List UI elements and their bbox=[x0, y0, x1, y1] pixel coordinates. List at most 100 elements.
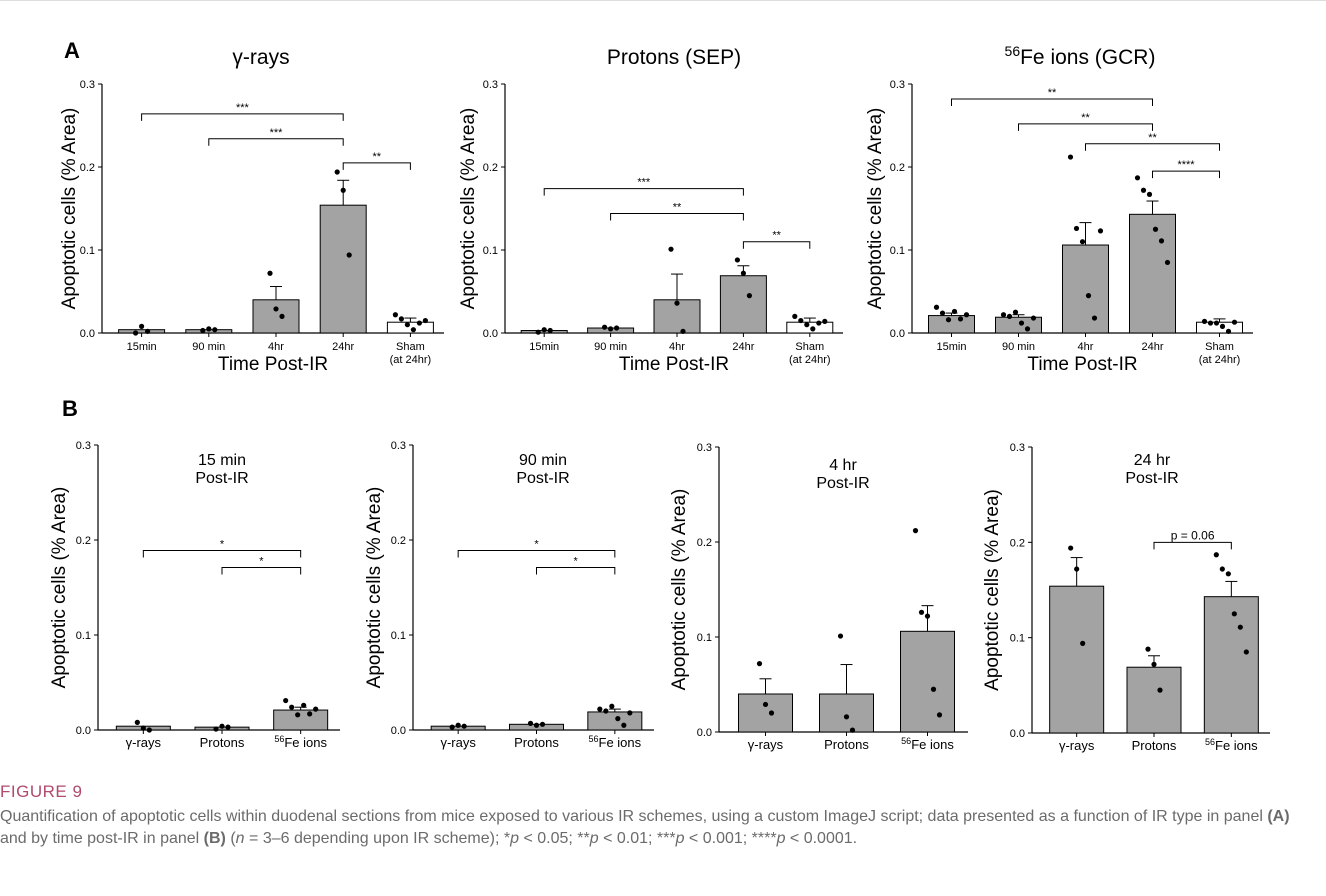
chart-3-point bbox=[939, 310, 946, 316]
chart-2-point bbox=[816, 320, 822, 326]
chart-2-ytick-label: 0.1 bbox=[483, 245, 498, 257]
chart-1-ytick-label: 0.1 bbox=[80, 245, 95, 257]
chart-6-title: Post-IR bbox=[816, 475, 869, 492]
chart-5-category-label: Protons bbox=[514, 735, 559, 750]
chart-1-point bbox=[139, 323, 145, 329]
chart-1-significance-bracket bbox=[141, 113, 344, 121]
chart-7-point bbox=[1157, 687, 1163, 693]
figure-9-charts: A Bγ-rays 0.0 0.1 0.2 0.3 Apoptotic cells (% A… bbox=[49, 38, 1270, 753]
chart-5-point bbox=[449, 724, 455, 730]
chart-1-xlabel: Time Post-IR bbox=[218, 354, 328, 375]
chart-2-point bbox=[822, 318, 828, 324]
chart-4-category-label: Protons bbox=[200, 735, 245, 750]
chart-5-ytick-label: 0.1 bbox=[391, 630, 406, 642]
chart-2-point bbox=[792, 313, 798, 319]
chart-3-point bbox=[1085, 293, 1092, 299]
chart-7-ytick-label: 0.1 bbox=[1010, 633, 1025, 645]
chart-6-ytick-label: 0.0 bbox=[697, 727, 712, 739]
chart-3-significance-label: ** bbox=[1148, 132, 1157, 144]
chart-1-point bbox=[133, 330, 139, 336]
chart-3-category-label: Sham bbox=[1205, 341, 1234, 353]
chart-3-ytick-label: 0.3 bbox=[890, 79, 905, 91]
chart-2-category-label: 4hr bbox=[669, 341, 685, 353]
chart-3-category-label: 24hr bbox=[1141, 341, 1163, 353]
chart-6-bar-3 bbox=[900, 630, 955, 733]
chart-4-point bbox=[219, 723, 225, 729]
chart-4-ytick-label: 0.3 bbox=[76, 440, 91, 452]
chart-7-category-label: Protons bbox=[1132, 738, 1177, 753]
chart-1-significance-bracket bbox=[342, 162, 411, 170]
chart-4-significance-bracket bbox=[221, 567, 302, 575]
chart-1-significance-label: ** bbox=[373, 151, 382, 163]
chart-1-ylabel: Apoptotic cells (% Area) bbox=[59, 108, 80, 310]
chart-2-significance-bracket bbox=[543, 188, 744, 196]
chart-3-significance-label: ** bbox=[1048, 87, 1057, 99]
chart-1-point bbox=[422, 317, 428, 324]
chart-2-point bbox=[608, 326, 614, 332]
chart-7-title: 24 hr bbox=[1134, 452, 1171, 469]
chart-3-point bbox=[1201, 318, 1208, 324]
chart-5-ytick-label: 0.2 bbox=[391, 535, 406, 547]
chart-3-significance-bracket bbox=[1152, 170, 1220, 179]
chart-2-point bbox=[668, 246, 674, 252]
chart-1-point bbox=[273, 306, 279, 312]
chart-3-point bbox=[1097, 228, 1104, 234]
chart-7-ytick-label: 0.2 bbox=[1010, 537, 1025, 549]
chart-1-title: γ-rays bbox=[232, 46, 289, 69]
chart-3-ytick-label: 0.2 bbox=[890, 162, 905, 174]
chart-2-point bbox=[746, 293, 753, 299]
chart-3-significance-bracket bbox=[1085, 143, 1220, 151]
chart-3-point bbox=[1158, 238, 1165, 244]
chart-1-bar-5 bbox=[386, 321, 434, 334]
chart-1-point bbox=[340, 187, 346, 193]
chart-2-significance-label: ** bbox=[772, 230, 781, 242]
chart-2-point bbox=[810, 326, 816, 332]
chart-6-ytick-label: 0.3 bbox=[697, 442, 712, 454]
chart-6-point bbox=[843, 714, 850, 720]
chart-4-significance-label: * bbox=[220, 538, 225, 550]
chart-4-ytick-label: 0.0 bbox=[76, 725, 91, 737]
chart-1-bar-1 bbox=[118, 329, 166, 334]
chart-7-point bbox=[1213, 552, 1219, 558]
chart-5-point bbox=[461, 723, 467, 729]
chart-7-ytick-label: 0.3 bbox=[1010, 442, 1025, 454]
chart-2-point bbox=[804, 322, 810, 328]
chart-2-bar-4 bbox=[719, 275, 767, 334]
chart-4-significance-label: * bbox=[259, 556, 264, 568]
chart-6-point bbox=[936, 712, 943, 718]
chart-3-point bbox=[1134, 175, 1141, 181]
chart-3-significance-label: **** bbox=[1177, 159, 1195, 171]
chart-6-ylabel: Apoptotic cells (% Area) bbox=[669, 489, 690, 691]
chart-1-ytick-label: 0.0 bbox=[80, 328, 95, 340]
chart-1-ytick-label: 0.2 bbox=[80, 162, 95, 174]
chart-3-bar-1 bbox=[928, 315, 975, 334]
chart-7-bar-2 bbox=[1126, 666, 1182, 734]
chart-4-ylabel: Apoptotic cells (% Area) bbox=[49, 487, 70, 689]
chart-3-point bbox=[1073, 225, 1080, 232]
chart-5-point bbox=[455, 722, 461, 728]
chart-3-point bbox=[1006, 313, 1013, 319]
chart-4-point bbox=[307, 711, 313, 717]
chart-6-category-label: Protons bbox=[824, 737, 869, 752]
chart-1-category-label: 15min bbox=[127, 341, 157, 353]
top-rule bbox=[0, 0, 1326, 1]
chart-2-significance-label: ** bbox=[673, 201, 682, 213]
chart-6-ytick-label: 0.1 bbox=[697, 632, 712, 644]
chart-3-xlabel: Time Post-IR bbox=[1027, 354, 1137, 375]
chart-7-point bbox=[1219, 566, 1225, 572]
chart-1-significance-label: *** bbox=[270, 127, 284, 139]
chart-3-point bbox=[1219, 323, 1226, 329]
chart-3-point bbox=[963, 312, 970, 318]
chart-3-significance-label: ** bbox=[1081, 112, 1090, 124]
chart-7-point bbox=[1068, 545, 1074, 551]
chart-2-point bbox=[602, 324, 608, 330]
chart-4-point bbox=[301, 702, 307, 708]
chart-4-ytick-label: 0.1 bbox=[76, 630, 91, 642]
panel-label-b: B bbox=[62, 396, 78, 421]
chart-7-point bbox=[1080, 640, 1086, 646]
chart-2-category-label: 90 min bbox=[594, 341, 627, 353]
chart-2-point bbox=[680, 328, 686, 334]
chart-5-point bbox=[539, 721, 546, 727]
chart-3-category-label: 15min bbox=[937, 341, 967, 353]
chart-2-point bbox=[798, 317, 804, 324]
